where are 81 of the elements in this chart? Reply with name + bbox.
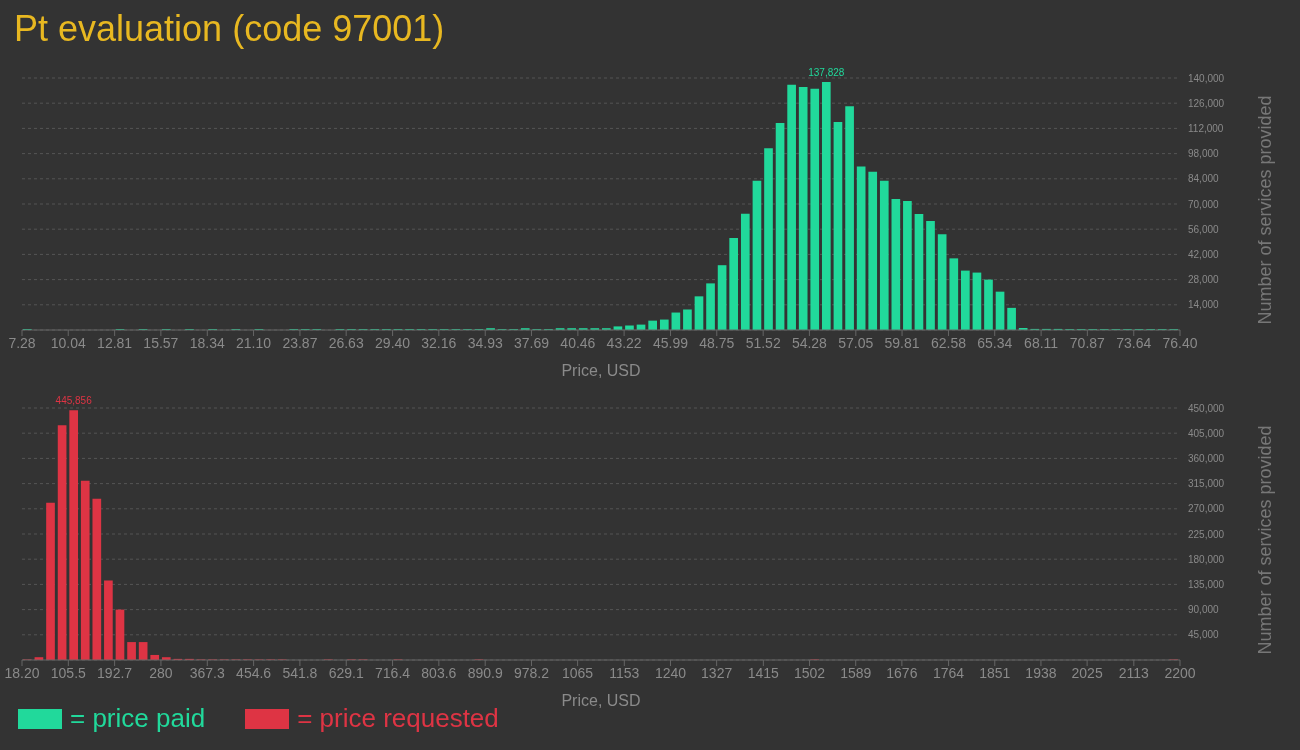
- y-tick-label: 90,000: [1188, 604, 1220, 616]
- x-tick-label: 1327: [701, 664, 733, 681]
- y-tick-label: 112,000: [1188, 122, 1224, 134]
- x-tick-label: 1938: [1025, 664, 1057, 681]
- x-tick-label: 1589: [840, 664, 872, 681]
- x-tick-label: 15.57: [143, 334, 179, 351]
- y-tick-label: 14,000: [1188, 299, 1220, 311]
- x-tick-label: 2025: [1071, 664, 1103, 681]
- y-tick-label: 126,000: [1188, 97, 1225, 109]
- x-tick-label: 54.28: [791, 334, 828, 351]
- x-tick-label: 367.3: [189, 664, 226, 681]
- x-tick-label: 890.9: [467, 664, 503, 681]
- x-tick-label: 43.22: [606, 334, 642, 351]
- x-tick-label: 68.11: [1024, 334, 1059, 351]
- x-tick-label: 37.69: [513, 334, 550, 351]
- x-tick-label: 29.40: [375, 334, 411, 351]
- y-tick-label: 360,000: [1188, 452, 1225, 464]
- x-tick-label: 18.20: [4, 664, 40, 681]
- y-tick-label: 270,000: [1188, 503, 1225, 515]
- y-tick-label: 28,000: [1188, 274, 1220, 286]
- x-tick-label: 105.5: [50, 664, 87, 681]
- x-tick-label: 40.46: [560, 334, 596, 351]
- y-tick-label: 225,000: [1188, 528, 1225, 540]
- x-tick-label: 18.34: [189, 334, 226, 351]
- x-tick-label: 59.81: [884, 334, 920, 351]
- x-tick-label: 57.05: [838, 334, 874, 351]
- data-label: 137,828: [808, 66, 845, 78]
- x-tick-label: 48.75: [699, 334, 735, 351]
- legend-label: = price paid: [70, 703, 206, 734]
- x-tick-label: 1240: [654, 664, 687, 681]
- y-tick-label: 140,000: [1188, 72, 1225, 84]
- x-tick-label: 51.52: [745, 334, 781, 351]
- y-tick-label: 45,000: [1188, 629, 1220, 641]
- x-tick-label: 629.1: [328, 664, 364, 681]
- y-axis-title: Number of services provided: [1255, 94, 1275, 327]
- x-tick-label: 280: [149, 664, 173, 681]
- x-tick-label: 192.7: [97, 664, 133, 681]
- x-tick-label: 73.64: [1116, 334, 1152, 351]
- y-tick-label: 70,000: [1188, 198, 1220, 210]
- y-tick-label: 42,000: [1188, 248, 1220, 260]
- x-tick-label: 10.04: [50, 334, 86, 351]
- x-tick-label: 803.6: [421, 664, 457, 681]
- x-tick-label: 1676: [886, 664, 918, 681]
- legend-label: = price requested: [297, 703, 499, 734]
- x-tick-label: 62.58: [930, 334, 967, 351]
- y-tick-label: 450,000: [1188, 402, 1225, 414]
- x-tick-label: 1851: [979, 664, 1011, 681]
- y-tick-label: 84,000: [1188, 173, 1220, 185]
- y-tick-label: 405,000: [1188, 427, 1225, 439]
- y-axis-title: Number of services provided: [1255, 424, 1275, 657]
- x-tick-label: 65.34: [977, 334, 1013, 351]
- x-tick-label: 1415: [747, 664, 780, 681]
- x-tick-label: 1153: [609, 664, 640, 681]
- y-tick-label: 135,000: [1188, 578, 1225, 590]
- x-tick-label: 21.10: [236, 334, 272, 351]
- x-tick-label: 1065: [562, 664, 594, 681]
- x-tick-label: 454.6: [236, 664, 272, 681]
- x-tick-label: 1502: [793, 664, 826, 681]
- y-tick-label: 98,000: [1188, 148, 1220, 160]
- x-tick-label: 541.8: [282, 664, 318, 681]
- y-tick-label: 315,000: [1188, 478, 1225, 490]
- y-tick-label: 56,000: [1188, 223, 1220, 235]
- x-tick-label: 45.99: [653, 334, 689, 351]
- data-label: 445,856: [55, 395, 93, 407]
- x-axis-title: Price, USD: [561, 362, 641, 379]
- x-tick-label: 2200: [1164, 664, 1196, 681]
- x-tick-label: 7.28: [8, 334, 36, 351]
- chart-title: Pt evaluation (code 97001): [14, 8, 445, 50]
- x-tick-label: 716.4: [375, 664, 411, 681]
- x-tick-label: 34.93: [467, 334, 503, 351]
- y-tick-label: 180,000: [1188, 553, 1225, 565]
- x-tick-label: 12.81: [97, 334, 133, 351]
- x-tick-label: 978.2: [514, 664, 550, 681]
- x-tick-label: 32.16: [421, 334, 457, 351]
- x-axis-title: Price, USD: [561, 692, 641, 709]
- x-tick-label: 76.40: [1162, 334, 1198, 351]
- x-tick-label: 1764: [933, 664, 965, 681]
- x-tick-label: 26.63: [328, 334, 364, 351]
- x-tick-label: 2113: [1118, 664, 1150, 681]
- x-tick-label: 23.87: [282, 334, 318, 351]
- x-tick-label: 70.87: [1069, 334, 1106, 351]
